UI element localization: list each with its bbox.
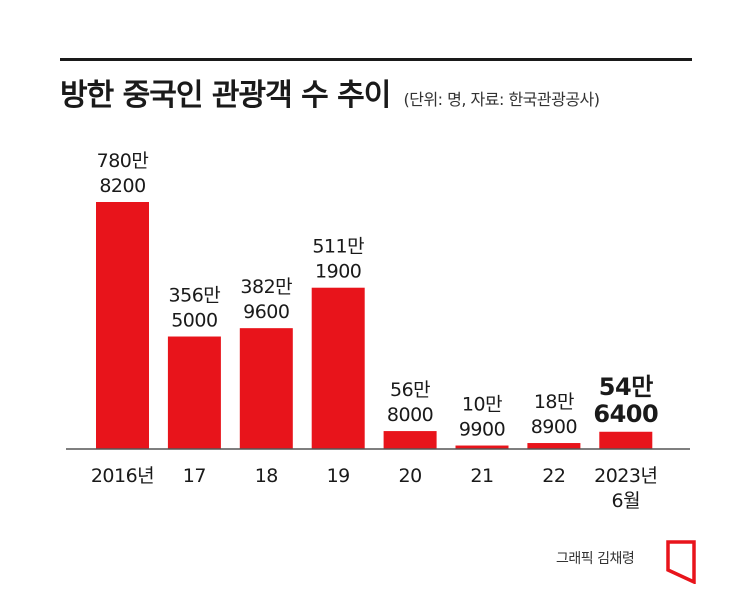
bar-1 bbox=[167, 336, 221, 449]
data-label-1-1: 5000 bbox=[171, 310, 217, 332]
bar-2 bbox=[239, 328, 293, 449]
data-label-2-1: 9600 bbox=[243, 301, 289, 323]
data-label-5-0: 10만 bbox=[462, 394, 502, 416]
header: 방한 중국인 관광객 수 추이 (단위: 명, 자료: 한국관광공사) bbox=[60, 70, 600, 114]
data-label-0-0: 780만 bbox=[97, 150, 149, 172]
data-label-7-0: 54만 bbox=[599, 373, 653, 401]
publisher-logo-icon bbox=[666, 540, 696, 584]
x-tick-label-7-1: 6월 bbox=[612, 490, 641, 512]
data-label-5-1: 9900 bbox=[459, 419, 505, 441]
bar-4 bbox=[383, 431, 437, 449]
data-label-3-0: 511만 bbox=[312, 236, 364, 258]
data-label-1-0: 356만 bbox=[169, 285, 221, 307]
data-label-3-1: 1900 bbox=[315, 261, 361, 283]
x-tick-label-4: 20 bbox=[399, 465, 422, 487]
bar-0 bbox=[96, 202, 149, 449]
data-label-7-1: 6400 bbox=[593, 400, 658, 428]
bar-5 bbox=[455, 445, 509, 449]
bar-6 bbox=[527, 443, 581, 449]
x-tick-label-6: 22 bbox=[542, 465, 565, 487]
data-label-2-0: 382만 bbox=[240, 276, 292, 298]
x-tick-label-7-0: 2023년 bbox=[594, 465, 657, 487]
data-label-4-0: 56만 bbox=[390, 379, 430, 401]
bar-3 bbox=[311, 287, 365, 449]
data-label-4-1: 8000 bbox=[387, 404, 433, 426]
x-tick-label-0: 2016년 bbox=[91, 465, 154, 487]
bar-7 bbox=[599, 431, 653, 449]
top-rule bbox=[60, 58, 692, 61]
data-label-0-1: 8200 bbox=[99, 175, 145, 197]
graphic-credit: 그래픽 김채령 bbox=[556, 551, 635, 567]
x-tick-label-1: 17 bbox=[183, 465, 206, 487]
data-label-6-0: 18만 bbox=[534, 391, 574, 413]
data-label-6-1: 8900 bbox=[531, 416, 577, 438]
x-tick-label-5: 21 bbox=[470, 465, 493, 487]
chart-subtitle: (단위: 명, 자료: 한국관광공사) bbox=[403, 90, 600, 109]
chart-title: 방한 중국인 관광객 수 추이 bbox=[60, 78, 391, 113]
x-tick-label-2: 18 bbox=[255, 465, 278, 487]
x-tick-label-3: 19 bbox=[327, 465, 350, 487]
